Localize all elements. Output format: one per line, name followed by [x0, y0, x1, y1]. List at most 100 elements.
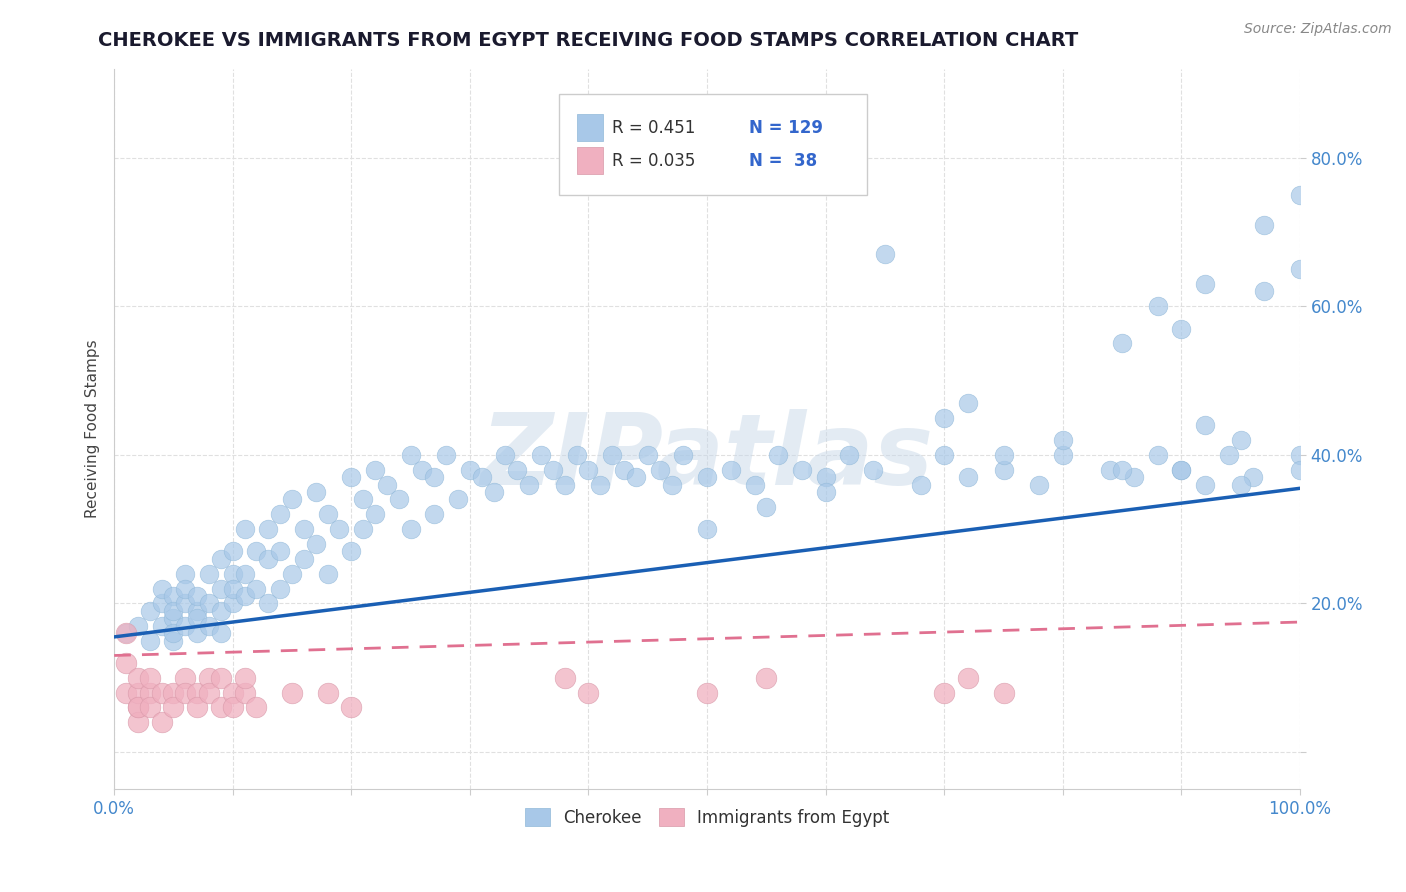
- Point: [328, 522, 350, 536]
- Point: [696, 685, 718, 699]
- Point: [150, 715, 173, 730]
- Point: [257, 522, 280, 536]
- Text: N = 129: N = 129: [748, 119, 823, 136]
- Point: [814, 470, 837, 484]
- Point: [1099, 463, 1122, 477]
- Point: [233, 671, 256, 685]
- Point: [150, 597, 173, 611]
- Point: [115, 626, 138, 640]
- Text: N =  38: N = 38: [748, 152, 817, 169]
- Point: [222, 700, 245, 714]
- Point: [139, 700, 162, 714]
- Point: [162, 589, 184, 603]
- Point: [198, 566, 221, 581]
- Point: [873, 247, 896, 261]
- Point: [222, 566, 245, 581]
- Point: [257, 552, 280, 566]
- Point: [648, 463, 671, 477]
- Point: [209, 626, 232, 640]
- Point: [139, 633, 162, 648]
- Point: [744, 477, 766, 491]
- Point: [186, 626, 208, 640]
- Point: [482, 485, 505, 500]
- Point: [458, 463, 481, 477]
- Point: [222, 544, 245, 558]
- Point: [506, 463, 529, 477]
- Point: [696, 522, 718, 536]
- Legend: Cherokee, Immigrants from Egypt: Cherokee, Immigrants from Egypt: [516, 800, 897, 835]
- Point: [578, 685, 600, 699]
- Point: [233, 522, 256, 536]
- Point: [139, 685, 162, 699]
- Point: [269, 544, 291, 558]
- Point: [162, 685, 184, 699]
- Point: [375, 477, 398, 491]
- Point: [139, 671, 162, 685]
- Point: [1194, 418, 1216, 433]
- Point: [956, 396, 979, 410]
- Point: [209, 700, 232, 714]
- Point: [447, 492, 470, 507]
- Point: [150, 619, 173, 633]
- Point: [292, 552, 315, 566]
- Point: [257, 597, 280, 611]
- Point: [174, 597, 197, 611]
- Point: [340, 544, 363, 558]
- Point: [1170, 321, 1192, 335]
- Point: [281, 685, 304, 699]
- Point: [162, 604, 184, 618]
- Point: [578, 463, 600, 477]
- Bar: [576, 147, 603, 175]
- Point: [292, 522, 315, 536]
- Point: [661, 477, 683, 491]
- Point: [281, 566, 304, 581]
- Point: [471, 470, 494, 484]
- Point: [174, 685, 197, 699]
- Point: [637, 448, 659, 462]
- Point: [1194, 277, 1216, 291]
- FancyBboxPatch shape: [558, 94, 868, 194]
- Point: [530, 448, 553, 462]
- Point: [993, 463, 1015, 477]
- Point: [115, 685, 138, 699]
- Point: [624, 470, 647, 484]
- Bar: [576, 114, 603, 141]
- Point: [269, 508, 291, 522]
- Point: [1229, 477, 1251, 491]
- Point: [910, 477, 932, 491]
- Text: CHEROKEE VS IMMIGRANTS FROM EGYPT RECEIVING FOOD STAMPS CORRELATION CHART: CHEROKEE VS IMMIGRANTS FROM EGYPT RECEIV…: [98, 31, 1078, 50]
- Point: [127, 700, 149, 714]
- Point: [198, 685, 221, 699]
- Point: [1253, 218, 1275, 232]
- Point: [554, 477, 576, 491]
- Text: R = 0.451: R = 0.451: [612, 119, 696, 136]
- Point: [1146, 448, 1168, 462]
- Point: [233, 685, 256, 699]
- Point: [768, 448, 790, 462]
- Point: [316, 685, 339, 699]
- Point: [1111, 463, 1133, 477]
- Point: [720, 463, 742, 477]
- Point: [222, 685, 245, 699]
- Point: [838, 448, 860, 462]
- Point: [696, 470, 718, 484]
- Point: [222, 582, 245, 596]
- Point: [352, 492, 374, 507]
- Point: [1253, 285, 1275, 299]
- Point: [245, 544, 267, 558]
- Point: [589, 477, 612, 491]
- Point: [600, 448, 623, 462]
- Point: [127, 619, 149, 633]
- Point: [245, 700, 267, 714]
- Point: [814, 485, 837, 500]
- Point: [993, 448, 1015, 462]
- Point: [1170, 463, 1192, 477]
- Point: [198, 671, 221, 685]
- Point: [364, 463, 387, 477]
- Point: [956, 671, 979, 685]
- Point: [222, 597, 245, 611]
- Point: [233, 566, 256, 581]
- Point: [340, 470, 363, 484]
- Point: [565, 448, 588, 462]
- Point: [139, 604, 162, 618]
